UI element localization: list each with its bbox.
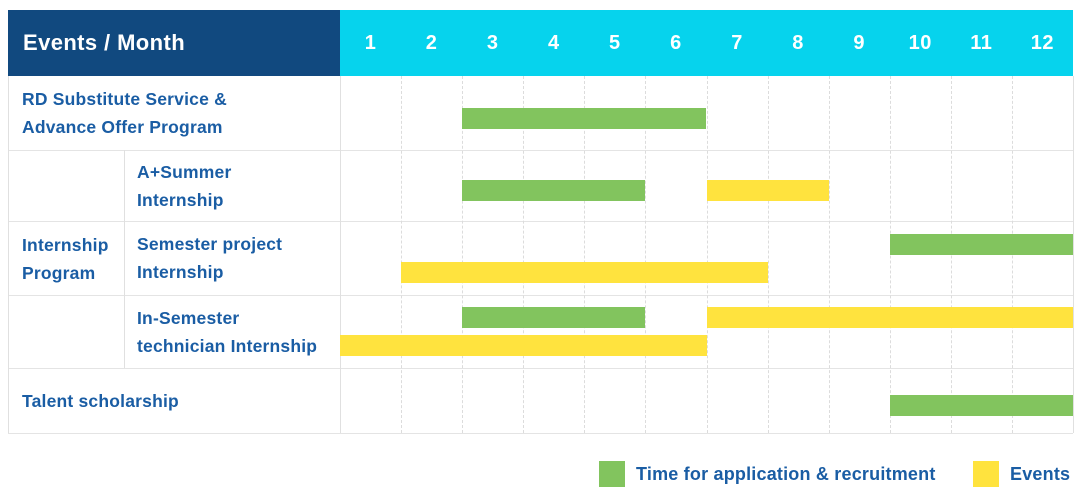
gantt-bar-application-in-semester-technician-internship — [462, 307, 646, 328]
group-label-internship-program-line: Program — [22, 263, 96, 283]
legend-item-events: Events — [973, 461, 1070, 487]
month-header-cell-2: 2 — [425, 31, 438, 54]
row-label-semester-project-internship-line: Internship — [137, 262, 224, 282]
month-header-cell-1: 1 — [364, 31, 377, 54]
month-header-row: 1 2 3 4 5 6 7 8 9 10 11 12 — [340, 10, 1073, 76]
table-bottom-border — [8, 433, 1073, 434]
table-left-border — [8, 76, 9, 433]
month-gridline — [462, 76, 464, 433]
month-header-cell-12: 12 — [1030, 31, 1055, 54]
legend-label-application: Time for application & recruitment — [636, 463, 936, 484]
row-label-rd-substitute-service: RD Substitute Service & Advance Offer Pro… — [8, 76, 340, 150]
row-label-rd-substitute-service-line: Advance Offer Program — [22, 117, 223, 137]
month-header-cell-5: 5 — [609, 31, 621, 54]
month-header-cell-10: 10 — [908, 31, 932, 54]
events-month-header-cell: Events / Month — [8, 10, 340, 76]
row-divider — [8, 368, 1073, 369]
group-label-internship-program: Internship Program — [8, 150, 124, 368]
row-label-in-semester-technician-internship: In-Semester technician Internship — [124, 295, 340, 368]
application-swatch-icon — [599, 461, 625, 487]
group-column-border — [124, 150, 125, 368]
group-label-internship-program-line: Internship — [22, 235, 109, 255]
month-header-cell-9: 9 — [853, 31, 865, 54]
month-gridline — [401, 76, 403, 433]
row-label-a-plus-summer-internship-line: Internship — [137, 189, 224, 210]
gantt-bar-event-in-semester-technician-internship — [340, 335, 707, 356]
gantt-bar-event-in-semester-technician-internship — [706, 307, 1073, 328]
events-swatch-icon — [973, 461, 999, 487]
row-label-talent-scholarship: Talent scholarship — [8, 368, 340, 433]
row-divider — [8, 221, 1073, 222]
month-gridline — [767, 76, 769, 433]
gantt-bar-event-semester-project-internship — [401, 262, 768, 283]
month-header-cell-6: 6 — [670, 31, 682, 54]
row-label-rd-substitute-service-line: RD Substitute Service & — [22, 89, 227, 109]
row-label-semester-project-internship-line: Semester project — [137, 234, 283, 254]
month-gridline — [645, 76, 647, 433]
label-column-border — [340, 76, 341, 433]
gantt-bar-application-semester-project-internship — [889, 234, 1073, 255]
row-label-semester-project-internship: Semester project Internship — [124, 221, 340, 295]
month-header-cell-8: 8 — [792, 31, 804, 54]
month-gridline — [706, 76, 708, 433]
month-header-cell-4: 4 — [547, 31, 560, 54]
month-header-cell-7: 7 — [731, 31, 743, 54]
row-label-in-semester-technician-internship-line: technician Internship — [137, 335, 318, 356]
month-gridline — [523, 76, 525, 433]
month-header-cell-11: 11 — [970, 31, 993, 54]
row-divider — [8, 150, 1073, 151]
row-divider — [8, 295, 1073, 296]
month-header-cell-3: 3 — [486, 31, 499, 54]
row-label-a-plus-summer-internship: A+Summer Internship — [124, 150, 340, 221]
gantt-bar-event-a-plus-summer-internship — [706, 180, 829, 201]
events-month-title: Events / Month — [23, 30, 186, 55]
row-label-talent-scholarship-line: Talent scholarship — [22, 390, 179, 411]
gantt-bar-application-talent-scholarship — [889, 395, 1073, 416]
gantt-bar-application-rd-substitute-service — [462, 108, 707, 129]
row-label-a-plus-summer-internship-line: A+Summer — [137, 161, 232, 182]
table-right-border — [1073, 76, 1074, 433]
legend-item-application: Time for application & recruitment — [599, 461, 936, 487]
gantt-bar-application-a-plus-summer-internship — [462, 180, 646, 201]
month-gridline — [584, 76, 586, 433]
legend-label-events: Events — [1010, 463, 1071, 484]
month-gridline — [828, 76, 830, 433]
row-label-in-semester-technician-internship-line: In-Semester — [137, 307, 240, 328]
